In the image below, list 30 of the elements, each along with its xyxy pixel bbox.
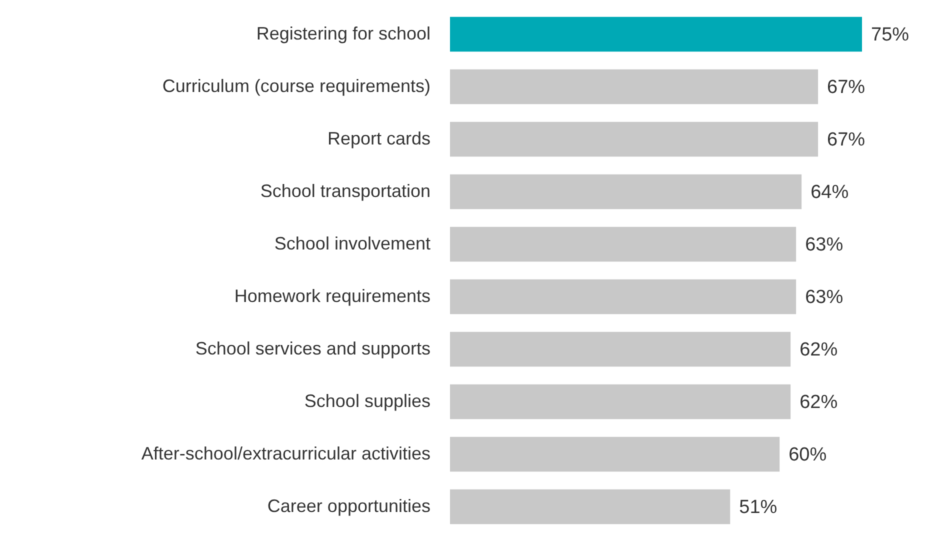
- y-tick-label: School services and supports: [195, 338, 430, 358]
- data-label: 67%: [827, 129, 866, 150]
- data-label: 63%: [805, 234, 844, 256]
- data-label: 51%: [739, 496, 778, 518]
- y-tick-label: After-school/extracurricular activities: [141, 443, 430, 464]
- y-tick-label: Registering for school: [256, 23, 430, 44]
- data-label: 75%: [871, 24, 910, 46]
- y-tick-label: School transportation: [260, 180, 430, 201]
- y-tick-label: Career opportunities: [267, 496, 430, 516]
- bar: [450, 16, 862, 52]
- y-tick-label: School involvement: [274, 233, 430, 254]
- bar: [450, 279, 796, 314]
- bar: [450, 436, 780, 472]
- y-tick-label: Homework requirements: [234, 286, 430, 306]
- data-label: 62%: [800, 339, 838, 360]
- bar: [450, 69, 818, 104]
- bar: [450, 332, 791, 367]
- y-tick-label: Curriculum (course requirements): [162, 76, 430, 96]
- y-tick-label: School supplies: [304, 390, 430, 411]
- data-label: 60%: [788, 444, 827, 466]
- data-label: 62%: [800, 392, 838, 413]
- bar: [450, 384, 791, 420]
- bar: [450, 489, 730, 524]
- data-label: 64%: [810, 182, 849, 203]
- data-label: 63%: [805, 286, 844, 308]
- y-tick-label: Report cards: [327, 128, 430, 148]
- bar: [450, 226, 796, 262]
- data-label: 67%: [827, 76, 866, 98]
- bar: [450, 174, 802, 210]
- bar: [450, 122, 818, 157]
